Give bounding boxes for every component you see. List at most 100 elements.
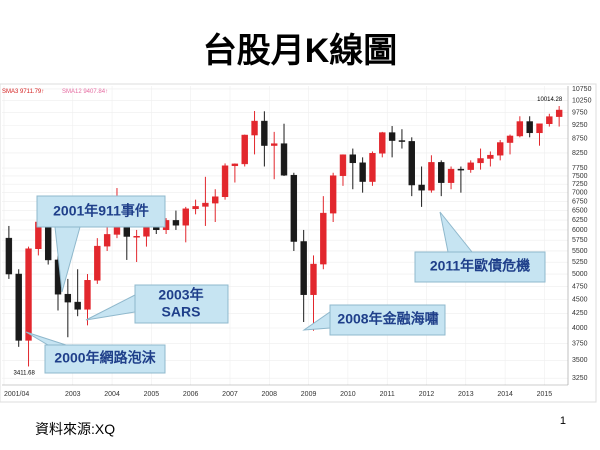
y-tick-label: 9750 xyxy=(572,109,588,116)
candle-body xyxy=(408,141,415,186)
y-tick-label: 4500 xyxy=(572,296,588,303)
candle-body xyxy=(516,121,524,137)
x-tick-label: 2009 xyxy=(301,391,317,398)
candle-body xyxy=(398,140,406,142)
x-tick-label: 2001/04 xyxy=(4,391,29,398)
candle-body xyxy=(555,109,563,117)
source-note: 資料來源:XQ xyxy=(35,421,115,437)
x-tick-label: 2015 xyxy=(537,391,553,398)
callout-text: 2001年911事件 xyxy=(53,203,149,219)
y-tick-label: 6000 xyxy=(572,227,588,234)
min-label: 3411.68 xyxy=(14,370,36,376)
callout-text: 2003年 xyxy=(158,287,203,303)
y-tick-label: 6750 xyxy=(572,198,588,205)
legend-label: SMA12 9407.84↑ xyxy=(62,89,108,95)
y-tick-label: 3750 xyxy=(572,340,588,347)
y-tick-label: 6250 xyxy=(572,217,588,224)
candle-body xyxy=(349,154,356,164)
candle-body xyxy=(379,132,386,154)
x-tick-label: 2014 xyxy=(497,391,513,398)
candle-body xyxy=(64,293,72,303)
y-tick-label: 10750 xyxy=(572,86,592,93)
y-tick-label: 9250 xyxy=(572,122,588,129)
page-number: 1 xyxy=(560,415,566,427)
max-label: 10014.28 xyxy=(537,97,563,103)
candle-body xyxy=(388,132,396,141)
y-tick-label: 3250 xyxy=(572,375,588,382)
candle-body xyxy=(487,154,494,159)
candle-body xyxy=(15,273,22,341)
candle-body xyxy=(241,134,248,165)
candle-body xyxy=(457,168,465,171)
legend-label: SMA3 9711.79↑ xyxy=(2,89,44,95)
candle-body xyxy=(221,165,229,197)
chart-title: 台股月K線圖 xyxy=(203,32,398,70)
candle-body xyxy=(103,234,111,247)
candle-body xyxy=(359,162,366,182)
callout-box xyxy=(36,195,166,228)
x-tick-label: 2005 xyxy=(144,391,160,398)
candle-body xyxy=(438,162,445,183)
candle-body xyxy=(329,175,337,214)
callout-box xyxy=(414,251,546,283)
candle-body xyxy=(74,301,81,310)
callout-box xyxy=(329,304,446,336)
y-tick-label: 5750 xyxy=(572,237,588,244)
y-tick-label: 4750 xyxy=(572,283,588,290)
candle-body xyxy=(300,241,307,295)
candle-body xyxy=(251,120,258,136)
y-tick-label: 4000 xyxy=(572,325,588,332)
y-tick-label: 8250 xyxy=(572,150,588,157)
callout-box xyxy=(134,284,229,324)
y-tick-label: 3500 xyxy=(572,357,588,364)
candle-body xyxy=(320,212,327,265)
candle-body xyxy=(133,236,140,238)
y-tick-label: 7500 xyxy=(572,173,588,180)
candle-body xyxy=(212,196,219,204)
candle-body xyxy=(310,263,317,295)
x-tick-label: 2003 xyxy=(65,391,81,398)
callout-text: 2008年金融海嘯 xyxy=(337,311,438,327)
y-tick-label: 5250 xyxy=(572,259,588,266)
candle-body xyxy=(5,237,13,275)
candle-body xyxy=(290,174,298,242)
y-tick-label: 4250 xyxy=(572,310,588,317)
candle-body xyxy=(261,120,268,146)
x-tick-label: 2011 xyxy=(380,391,395,398)
y-tick-label: 7000 xyxy=(572,189,588,196)
y-tick-label: 10250 xyxy=(572,97,592,104)
y-tick-label: 6500 xyxy=(572,207,588,214)
callout-box xyxy=(44,344,166,374)
candle-body xyxy=(477,158,484,164)
candle-body xyxy=(418,184,425,191)
candle-body xyxy=(506,135,514,143)
x-tick-label: 2007 xyxy=(222,391,238,398)
candle-body xyxy=(428,162,435,191)
candle-body xyxy=(536,123,543,134)
candle-body xyxy=(526,121,533,134)
candle-body xyxy=(94,245,101,281)
candle-body xyxy=(280,143,288,176)
candle-body xyxy=(172,220,180,226)
y-tick-label: 7250 xyxy=(572,181,588,188)
candle-body xyxy=(44,221,52,261)
callout-text: 2000年網路泡沫 xyxy=(54,350,156,366)
y-tick-label: 7750 xyxy=(572,165,588,172)
candle-body xyxy=(467,162,474,170)
y-tick-label: 5500 xyxy=(572,248,588,255)
y-tick-label: 5000 xyxy=(572,271,588,278)
candle-body xyxy=(339,154,347,176)
candle-body xyxy=(202,202,209,207)
candle-body xyxy=(25,248,32,341)
candle-body xyxy=(84,280,91,310)
candle-body xyxy=(231,163,239,167)
candle-body xyxy=(182,208,189,226)
candle-body xyxy=(497,142,504,156)
x-tick-label: 2006 xyxy=(183,391,199,398)
x-tick-label: 2012 xyxy=(419,391,435,398)
callout-text: 2011年歐債危機 xyxy=(430,258,530,274)
x-tick-label: 2004 xyxy=(104,391,120,398)
x-tick-label: 2010 xyxy=(340,391,356,398)
candle-body xyxy=(447,168,455,183)
